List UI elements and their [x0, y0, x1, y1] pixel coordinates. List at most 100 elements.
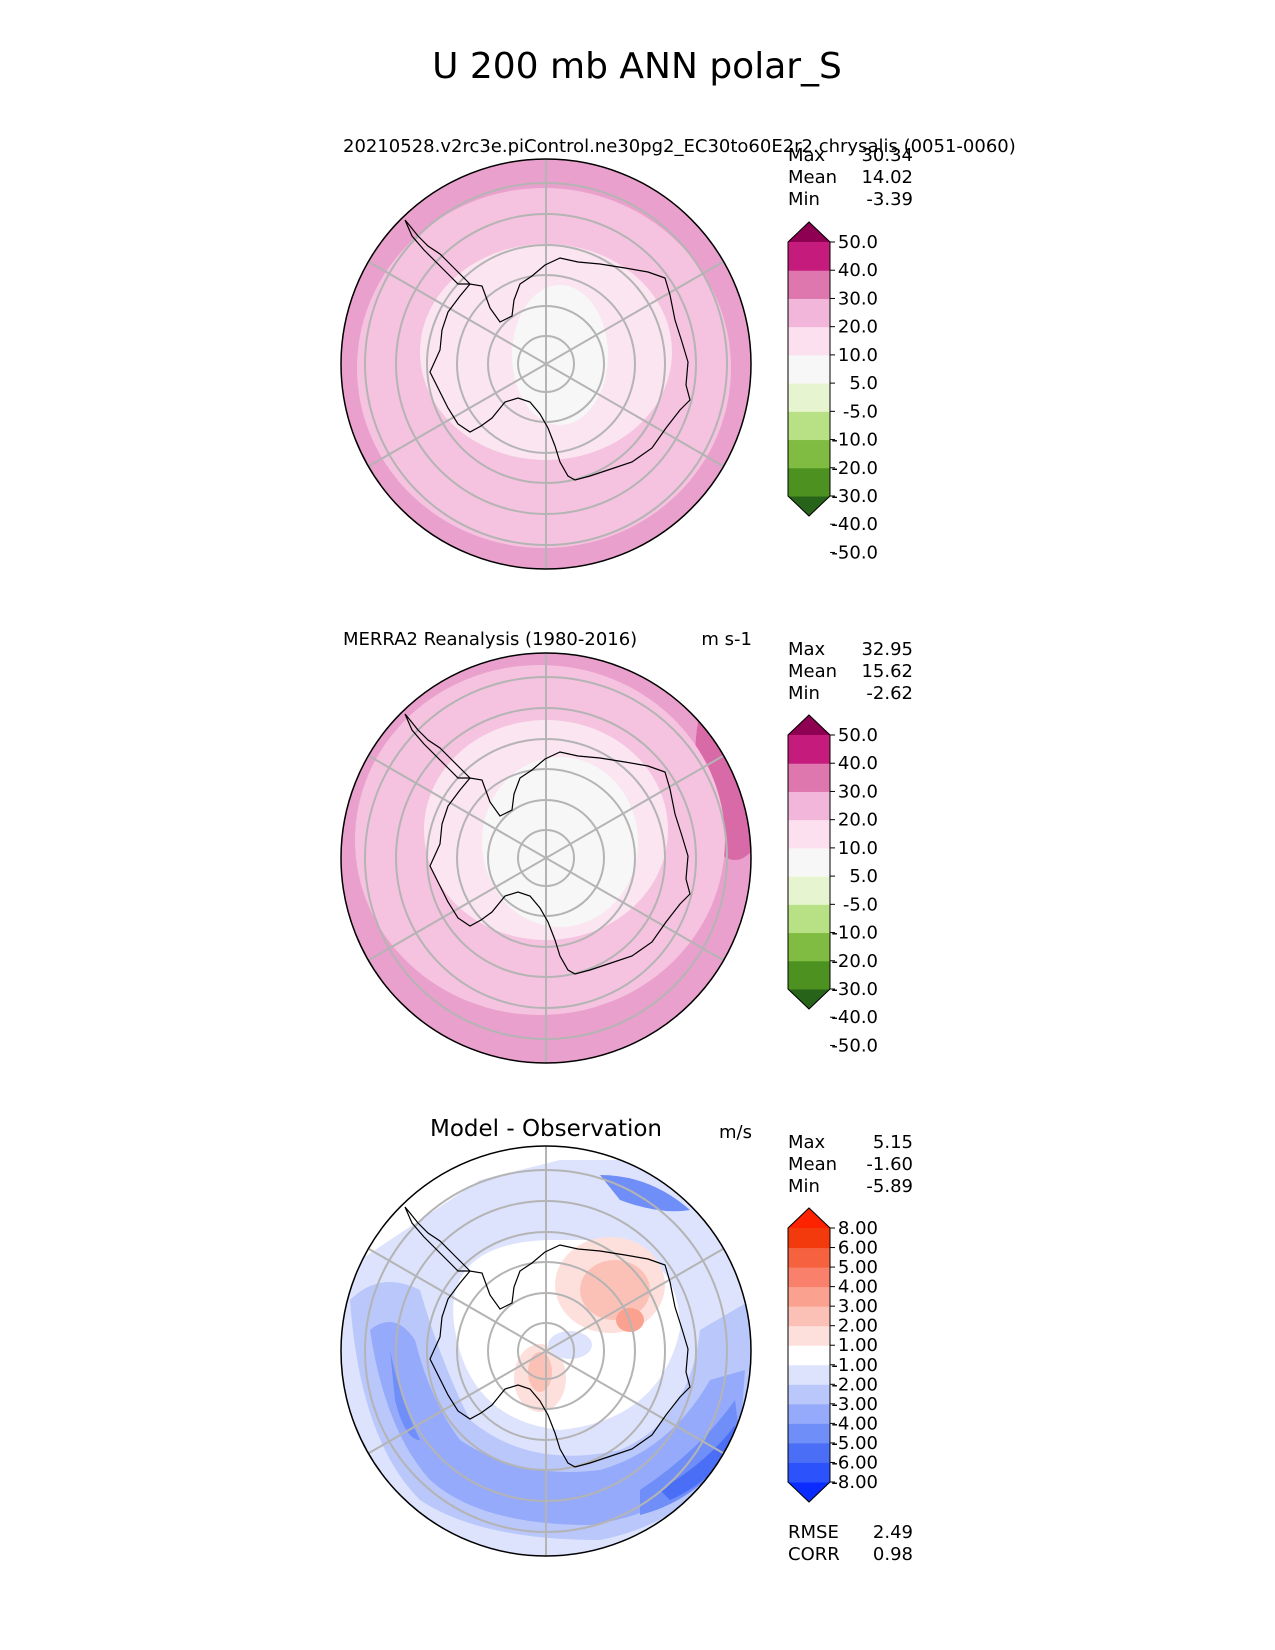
colorbar-tick-label: -2.00 — [831, 1374, 878, 1395]
panel-diff: Model - Observation m/s — [340, 1116, 913, 1565]
stats-diff: Max 5.15 Mean -1.60 Min -5.89 — [788, 1132, 913, 1197]
colorbar-extend-max — [788, 715, 830, 735]
colorbar-segment — [788, 847, 830, 877]
colorbar-segment — [788, 791, 830, 821]
stat-rmse-value: 2.49 — [873, 1522, 913, 1543]
panel-reference: MERRA2 Reanalysis (1980-2016) m s-1 Max … — [340, 629, 913, 1064]
colorbar-segment — [788, 1325, 830, 1346]
panel-test: 20210528.v2rc3e.piControl.ne30pg2_EC30to… — [340, 136, 1016, 570]
stat-min-label: Min — [788, 1176, 820, 1197]
colorbar-segment — [788, 1384, 830, 1405]
colorbar-segment — [788, 354, 830, 384]
map-border — [340, 652, 752, 1064]
colorbar-segment — [788, 1306, 830, 1327]
colorbar-segment — [788, 1403, 830, 1424]
colorbar-segment — [788, 1442, 830, 1463]
colorbar-extend-max — [788, 222, 830, 242]
colorbar-segment — [788, 819, 830, 849]
diff-blob-pos2b — [528, 1352, 552, 1392]
colorbar-segment — [788, 1462, 830, 1483]
map-border — [340, 158, 752, 570]
colorbar-tick-label: -1.00 — [831, 1355, 878, 1376]
stat-mean-value: 15.62 — [861, 661, 913, 682]
stat-max-value: 5.15 — [873, 1132, 913, 1153]
colorbar-segment — [788, 1364, 830, 1385]
stat-corr-value: 0.98 — [873, 1544, 913, 1565]
colorbar-segment — [788, 932, 830, 962]
colorbar-tick-label: -10.0 — [831, 430, 878, 451]
colorbar-segment — [788, 270, 830, 299]
colorbar-segment — [788, 439, 830, 469]
colorbar-segment — [788, 298, 830, 328]
colorbar-segment — [788, 1286, 830, 1307]
stat-min-value: -3.39 — [866, 189, 913, 210]
colorbar-tick-label: 10.0 — [838, 838, 878, 859]
colorbar-tick-label: 6.00 — [838, 1238, 878, 1259]
graticule — [364, 653, 728, 1063]
colorbar-tick-label: -5.0 — [843, 401, 878, 422]
colorbar-tick-label: 20.0 — [838, 810, 878, 831]
colorbar-tick-label: 8.00 — [838, 1218, 878, 1239]
colorbar-segment — [788, 735, 830, 764]
graticule — [364, 1146, 728, 1556]
colorbar-segment — [788, 1247, 830, 1268]
colorbar-extend-min — [788, 1482, 830, 1502]
colorbar-segment — [788, 242, 830, 271]
stats-reference: Max 32.95 Mean 15.62 Min -2.62 — [788, 639, 913, 704]
panel-reference-title: MERRA2 Reanalysis (1980-2016) — [343, 629, 637, 650]
colorbar-tick-label: 2.00 — [838, 1316, 878, 1337]
map-border — [340, 1145, 752, 1557]
colorbar-tick-label: -5.0 — [843, 894, 878, 915]
stat-max-value: 32.95 — [861, 639, 913, 660]
panel-test-map — [341, 159, 751, 569]
stat-max-label: Max — [788, 145, 826, 166]
diff-blob-neg3 — [370, 1322, 745, 1525]
colorbar-tick-label: -6.00 — [831, 1452, 878, 1473]
stats-test: Max 30.34 Mean 14.02 Min -3.39 — [788, 145, 913, 210]
colorbar-reference: 50.0 40.0 30.0 20.0 10.0 5.0 -5.0 -10.0 -20.0 -30… — [787, 714, 878, 1056]
stat-mean-value: -1.60 — [866, 1154, 913, 1175]
diff-blob-neg1c — [548, 1331, 592, 1359]
colorbar-tick-label: -50.0 — [831, 1035, 878, 1056]
colorbar-segment — [788, 904, 830, 934]
colorbar-tick-label: 1.00 — [838, 1335, 878, 1356]
colorbar-extend-max — [788, 1208, 830, 1228]
colorbar-tick-label: 40.0 — [838, 753, 878, 774]
stat-corr-label: CORR — [788, 1544, 840, 1565]
footer-stats-diff: RMSE 2.49 CORR 0.98 — [788, 1522, 913, 1565]
colorbar-tick-label: -8.00 — [831, 1472, 878, 1493]
stat-mean-label: Mean — [788, 167, 837, 188]
colorbar-tick-label: 5.00 — [838, 1257, 878, 1278]
panel-test-title: 20210528.v2rc3e.piControl.ne30pg2_EC30to… — [343, 136, 1016, 157]
colorbar-segment — [788, 1228, 830, 1249]
graticule — [364, 159, 728, 569]
colorbar-extend-min — [788, 496, 830, 516]
figure-title: U 200 mb ANN polar_S — [432, 46, 842, 87]
colorbar-tick-label: 30.0 — [838, 781, 878, 802]
panel-diff-title: Model - Observation — [430, 1116, 662, 1142]
colorbar-test: 50.0 40.0 30.0 20.0 10.0 5.0 -5.0 -10.0 -20.0 -30… — [787, 221, 878, 563]
field-ring-neg5-5 — [482, 757, 638, 927]
colorbar-tick-label: 10.0 — [838, 345, 878, 366]
stat-max-value: 30.34 — [861, 145, 913, 166]
colorbar-segment — [788, 1267, 830, 1288]
stat-max-label: Max — [788, 1132, 826, 1153]
colorbar-tick-label: -20.0 — [831, 458, 878, 479]
colorbar-tick-label: 40.0 — [838, 260, 878, 281]
stat-min-label: Min — [788, 189, 820, 210]
colorbar-tick-label: -10.0 — [831, 923, 878, 944]
colorbar-tick-label: -4.00 — [831, 1413, 878, 1434]
colorbar-tick-label: -50.0 — [831, 542, 878, 563]
stat-mean-value: 14.02 — [861, 167, 913, 188]
colorbar-tick-label: 5.0 — [849, 373, 878, 394]
colorbar-tick-label: 20.0 — [838, 317, 878, 338]
colorbar-tick-label: -5.00 — [831, 1433, 878, 1454]
colorbar-segment — [788, 1345, 830, 1366]
colorbar-tick-label: -30.0 — [831, 979, 878, 1000]
panel-diff-map — [341, 1146, 751, 1556]
colorbar-tick-label: -40.0 — [831, 514, 878, 535]
colorbar-tick-label: 30.0 — [838, 288, 878, 309]
colorbar-segment — [788, 960, 830, 990]
stat-min-value: -5.89 — [866, 1176, 913, 1197]
